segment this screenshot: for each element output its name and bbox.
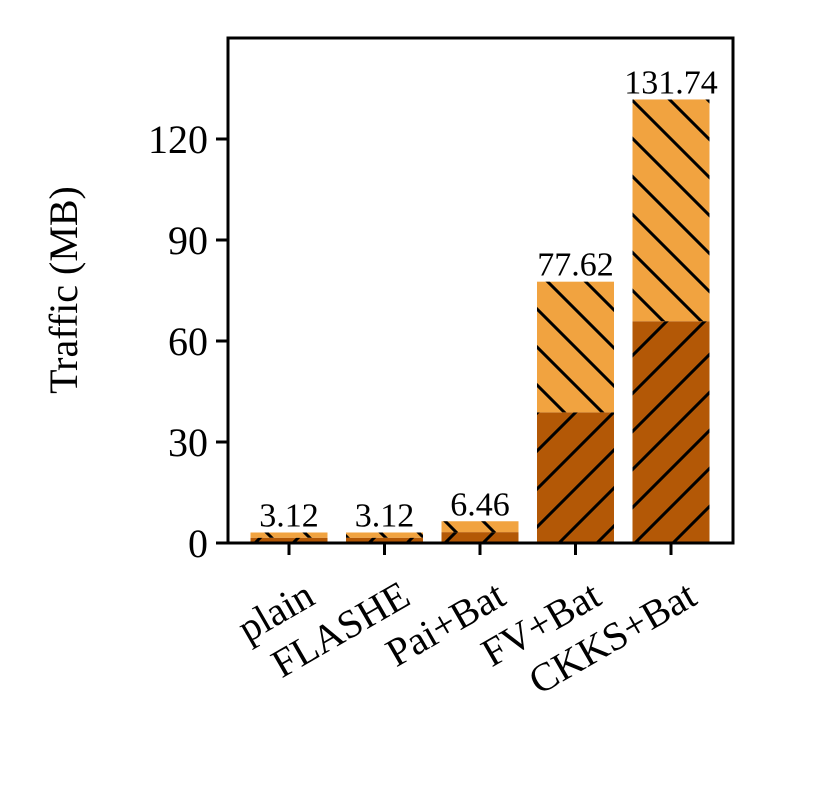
y-tick-label: 60 — [168, 319, 208, 364]
bar-hatch-upper-3 — [537, 281, 614, 413]
bar-total-label: 3.12 — [355, 497, 415, 534]
bar-total-label: 131.74 — [624, 64, 718, 101]
bar-hatch-lower-1 — [346, 537, 423, 543]
bar-hatch-upper-0 — [250, 532, 328, 538]
bar-hatch-lower-2 — [441, 532, 519, 543]
bar-hatch-lower-4 — [632, 321, 710, 543]
y-tick-label: 90 — [168, 218, 208, 263]
y-axis-label: Traffic (MB) — [41, 186, 86, 394]
bar-total-label: 6.46 — [450, 486, 510, 523]
y-tick-label: 0 — [188, 521, 208, 566]
bar-hatch-upper-1 — [346, 532, 423, 538]
bar-total-label: 77.62 — [537, 247, 614, 284]
bar-hatch-lower-0 — [250, 537, 328, 543]
bar-hatch-upper-2 — [441, 521, 519, 533]
y-tick-label: 120 — [148, 117, 208, 162]
bar-hatch-lower-3 — [537, 412, 614, 543]
bar-hatch-upper-4 — [632, 99, 710, 322]
bar-total-label: 3.12 — [259, 497, 319, 534]
y-tick-label: 30 — [168, 420, 208, 465]
